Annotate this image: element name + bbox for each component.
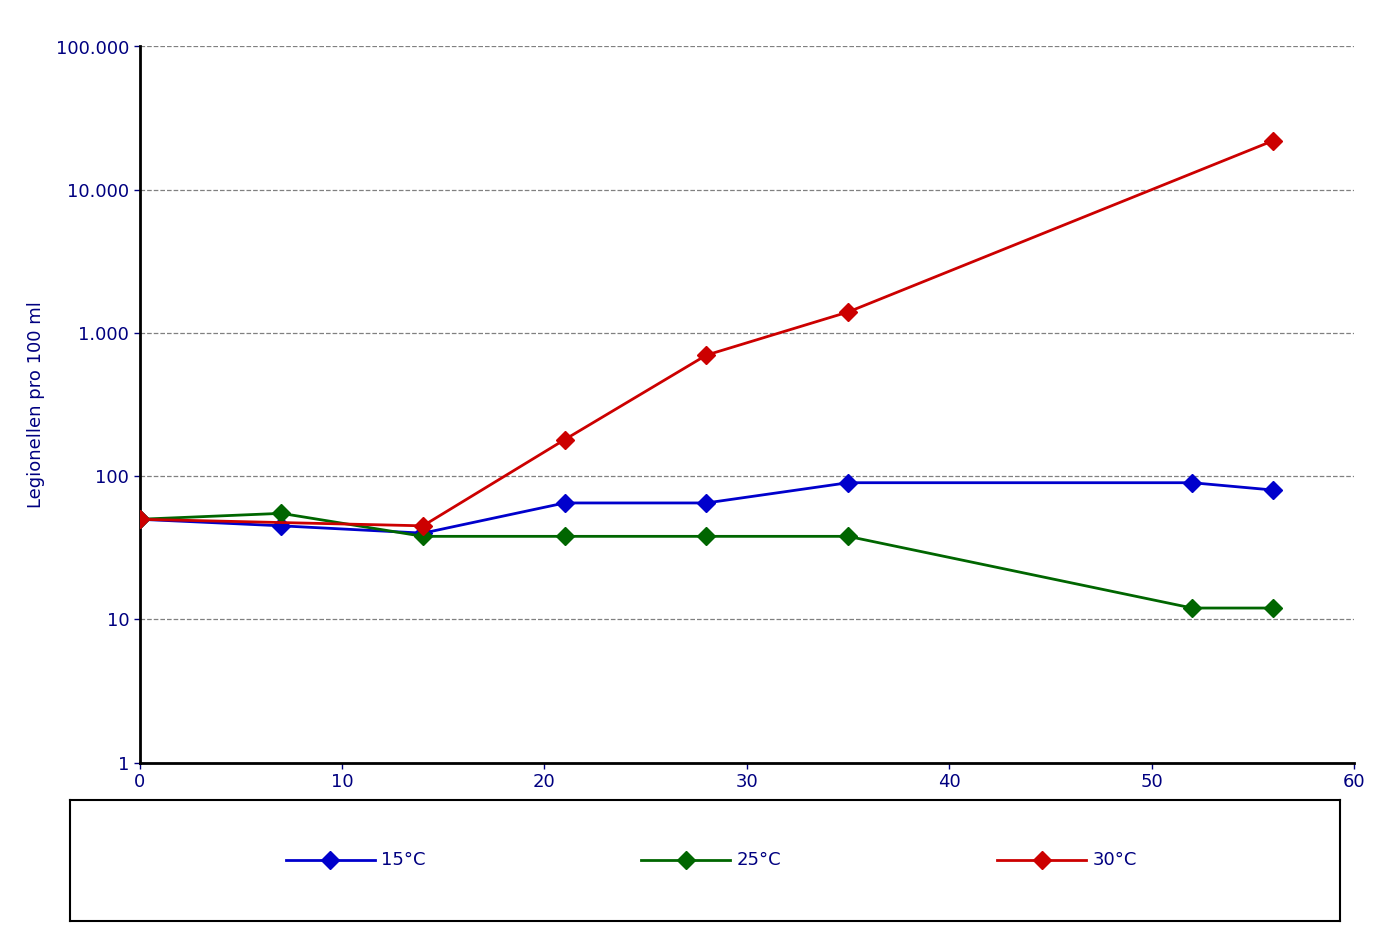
Text: 25°C: 25°C [737, 851, 782, 870]
Text: 30°C: 30°C [1093, 851, 1136, 870]
X-axis label: Versuchsdauer in Tagen: Versuchsdauer in Tagen [639, 803, 854, 820]
Line: 30°C: 30°C [134, 135, 1279, 532]
30°C [556, 434, 574, 445]
15°C [698, 498, 715, 509]
15°C [1265, 485, 1282, 496]
30°C [840, 306, 857, 317]
25°C [840, 531, 857, 542]
15°C [272, 520, 290, 531]
15°C [840, 477, 857, 488]
Text: 15°C: 15°C [381, 851, 426, 870]
15°C [556, 498, 574, 509]
25°C [1184, 603, 1201, 614]
Line: 15°C: 15°C [134, 476, 1279, 539]
25°C [698, 531, 715, 542]
25°C [131, 513, 148, 525]
15°C [415, 527, 431, 538]
25°C [556, 531, 574, 542]
25°C [415, 531, 431, 542]
30°C [131, 513, 148, 525]
Line: 25°C: 25°C [134, 507, 1279, 615]
15°C [1184, 477, 1201, 488]
25°C [1265, 603, 1282, 614]
30°C [415, 520, 431, 531]
Y-axis label: Legionellen pro 100 ml: Legionellen pro 100 ml [27, 301, 45, 508]
30°C [1265, 135, 1282, 146]
30°C [698, 350, 715, 361]
25°C [272, 508, 290, 519]
15°C [131, 513, 148, 525]
